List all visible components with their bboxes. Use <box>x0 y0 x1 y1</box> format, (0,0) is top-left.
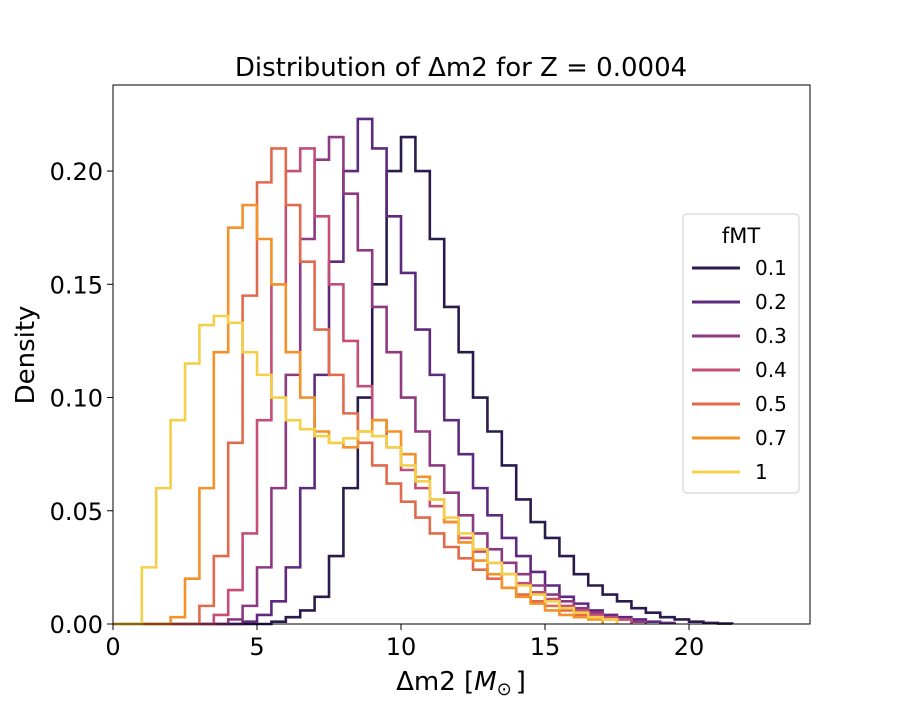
legend-label-1: 1 <box>755 460 768 484</box>
x-axis-ticks: 0 5 10 15 20 <box>105 624 704 661</box>
x-tick-label: 5 <box>249 633 264 661</box>
series-line-0-7 <box>113 203 604 626</box>
series-line-1 <box>113 314 619 626</box>
y-tick-label: 0.00 <box>50 611 103 639</box>
legend-label-0-1: 0.1 <box>755 256 787 280</box>
y-axis-ticks: 0.00 0.05 0.10 0.15 0.20 <box>50 158 113 639</box>
series-line-0-1 <box>113 135 734 626</box>
x-axis-title-text: Δm2 [ <box>396 667 474 697</box>
series-layer <box>113 117 734 626</box>
y-tick-label: 0.20 <box>50 158 103 186</box>
legend-label-0-3: 0.3 <box>755 324 787 348</box>
x-tick-label: 0 <box>105 633 120 661</box>
legend-label-0-7: 0.7 <box>755 426 787 450</box>
legend-label-0-4: 0.4 <box>755 358 787 382</box>
legend-title: fMT <box>722 224 761 248</box>
legend-label-0-5: 0.5 <box>755 392 787 416</box>
legend-box <box>682 213 800 494</box>
legend-items: 0.1 0.2 0.3 0.4 0.5 0.7 1 <box>692 256 787 484</box>
x-tick-label: 15 <box>530 633 561 661</box>
legend: fMT 0.1 0.2 0.3 0.4 0.5 0.7 1 <box>682 213 800 494</box>
x-tick-label: 20 <box>674 633 705 661</box>
x-tick-label: 10 <box>386 633 417 661</box>
chart-title: Distribution of Δm2 for Z = 0.0004 <box>235 53 687 83</box>
x-axis-title-unit: M <box>474 667 496 697</box>
x-axis-title: Δm2 [M⊙] <box>396 667 526 700</box>
legend-label-0-2: 0.2 <box>755 290 787 314</box>
plot-frame <box>112 84 811 625</box>
y-tick-label: 0.10 <box>50 385 103 413</box>
y-axis-title: Density <box>11 306 41 405</box>
y-tick-label: 0.05 <box>50 498 103 526</box>
x-axis-title-close: ] <box>516 667 526 697</box>
x-axis-title-sub: ⊙ <box>497 679 512 700</box>
y-tick-label: 0.15 <box>50 271 103 299</box>
